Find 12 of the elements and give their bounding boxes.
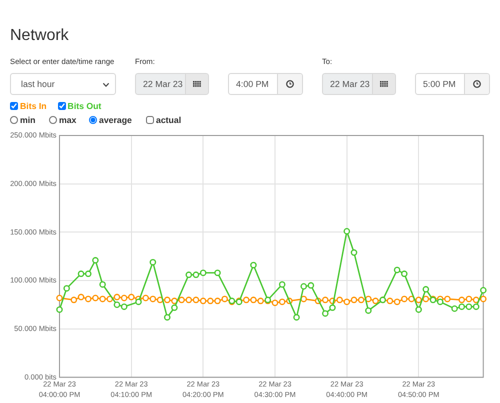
date-field: 22 Mar 23 (135, 73, 209, 95)
date-field: 22 Mar 23 (322, 73, 396, 95)
text: Bits In (20, 100, 47, 110)
dropdown-field: last hour (10, 73, 116, 95)
text: min (20, 115, 36, 125)
text: Bits Out (68, 100, 102, 110)
time-field: 4:00 PM (228, 73, 303, 95)
text: average (99, 115, 132, 125)
time-field: 5:00 PM (415, 73, 490, 95)
text: actual (156, 115, 182, 125)
text: max (59, 115, 76, 125)
chart-title: Network (10, 27, 69, 46)
